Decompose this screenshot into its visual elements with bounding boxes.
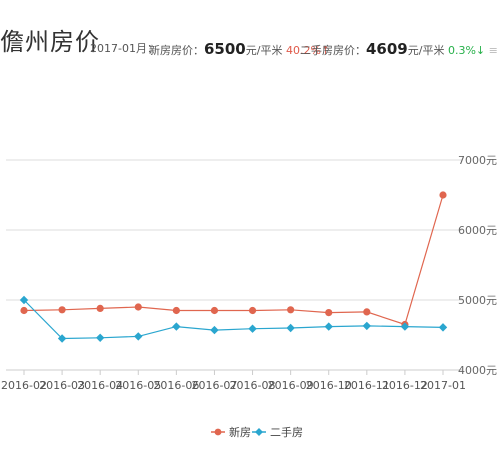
x-tick-label: 2016-07 bbox=[191, 379, 237, 392]
data-point-second bbox=[172, 322, 181, 331]
second-hand-price-value: 4609 bbox=[366, 40, 408, 58]
x-tick-label: 2016-08 bbox=[230, 379, 276, 392]
data-point-new bbox=[134, 303, 142, 311]
y-tick-label: 6000元 bbox=[458, 224, 497, 237]
data-point-second bbox=[438, 323, 448, 332]
series-line-second bbox=[23, 299, 444, 340]
data-point-second bbox=[248, 324, 257, 333]
data-point-new bbox=[210, 306, 219, 315]
data-point-second bbox=[362, 321, 372, 331]
data-point-new bbox=[248, 306, 257, 315]
legend-marker-second bbox=[255, 428, 263, 436]
second-hand-price-label: 二手房房价： bbox=[300, 44, 366, 57]
x-tick-label: 2016-04 bbox=[77, 379, 123, 392]
data-point-new bbox=[20, 306, 28, 315]
legend-label-second: 二手房 bbox=[270, 425, 303, 439]
data-point-new bbox=[58, 306, 66, 314]
new-house-price-change: 40.2%↑ bbox=[285, 44, 331, 57]
data-point-new bbox=[363, 308, 371, 316]
new-house-price-unit: 元/平米 bbox=[245, 44, 283, 57]
second-hand-price-unit: 元/平米 bbox=[407, 44, 445, 57]
menu-icon[interactable]: ≡ bbox=[488, 44, 498, 57]
series-line-new bbox=[23, 194, 444, 326]
second-hand-price-change: 0.3%↓ bbox=[447, 44, 486, 57]
data-point-second bbox=[19, 295, 29, 305]
second-hand-price-summary: 二手房房价：4609元/平米 0.3%↓ ≡ bbox=[300, 40, 498, 58]
page-header: 儋州房价 2017-01月： 新房房价：6500元/平米 40.2%↑ 二手房房… bbox=[0, 0, 500, 70]
x-tick-label: 2016-03 bbox=[39, 379, 85, 392]
legend-marker-new bbox=[214, 428, 222, 436]
x-tick-label: 2016-05 bbox=[115, 379, 161, 392]
data-point-second bbox=[210, 325, 219, 335]
data-point-new bbox=[439, 191, 447, 199]
page-title: 儋州房价 bbox=[0, 28, 100, 56]
data-point-second bbox=[400, 322, 410, 331]
data-point-second bbox=[57, 334, 67, 343]
x-tick-label: 2016-10 bbox=[306, 379, 352, 392]
new-house-price-value: 6500 bbox=[204, 40, 246, 58]
x-tick-label: 2016-12 bbox=[382, 379, 428, 392]
legend-label-new: 新房 bbox=[229, 425, 251, 439]
data-point-second bbox=[134, 332, 143, 341]
data-point-new bbox=[172, 306, 180, 315]
x-tick-label: 2017-01 bbox=[420, 379, 466, 392]
report-date: 2017-01月： bbox=[90, 42, 158, 55]
new-house-price-label: 新房房价： bbox=[149, 44, 204, 57]
x-tick-label: 2016-11 bbox=[344, 379, 390, 392]
x-tick-label: 2016-02 bbox=[1, 379, 47, 392]
data-point-new bbox=[287, 306, 295, 314]
data-point-second bbox=[324, 322, 333, 331]
data-point-second bbox=[95, 333, 105, 342]
data-point-new bbox=[325, 309, 333, 317]
data-point-new bbox=[96, 304, 104, 312]
y-tick-label: 7000元 bbox=[458, 154, 497, 167]
new-house-price-summary: 新房房价：6500元/平米 40.2%↑ bbox=[149, 40, 330, 58]
data-point-second bbox=[286, 323, 295, 333]
x-tick-label: 2016-06 bbox=[153, 379, 199, 392]
y-tick-label: 5000元 bbox=[458, 294, 497, 307]
y-tick-label: 4000元 bbox=[458, 364, 497, 377]
x-tick-label: 2016-09 bbox=[268, 379, 314, 392]
